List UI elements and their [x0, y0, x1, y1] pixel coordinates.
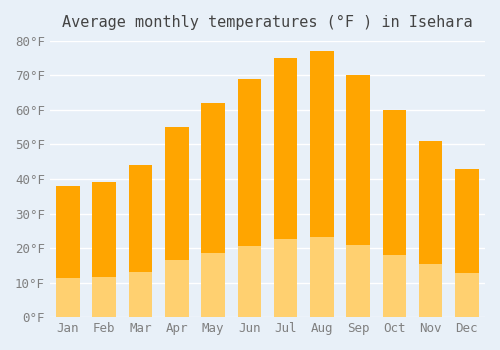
Bar — [165, 127, 188, 317]
Bar — [56, 186, 80, 317]
Bar — [165, 260, 188, 317]
Bar — [202, 253, 225, 317]
Bar — [128, 272, 152, 317]
Bar — [56, 278, 80, 317]
Bar — [419, 264, 442, 317]
Bar — [128, 165, 152, 317]
Bar — [202, 103, 225, 317]
Bar — [346, 76, 370, 317]
Bar — [238, 79, 261, 317]
Bar — [382, 255, 406, 317]
Title: Average monthly temperatures (°F ) in Isehara: Average monthly temperatures (°F ) in Is… — [62, 15, 472, 30]
Bar — [238, 246, 261, 317]
Bar — [310, 237, 334, 317]
Bar — [455, 273, 478, 317]
Bar — [274, 58, 297, 317]
Bar — [455, 169, 478, 317]
Bar — [274, 239, 297, 317]
Bar — [310, 51, 334, 317]
Bar — [92, 182, 116, 317]
Bar — [382, 110, 406, 317]
Bar — [346, 245, 370, 317]
Bar — [419, 141, 442, 317]
Bar — [92, 277, 116, 317]
